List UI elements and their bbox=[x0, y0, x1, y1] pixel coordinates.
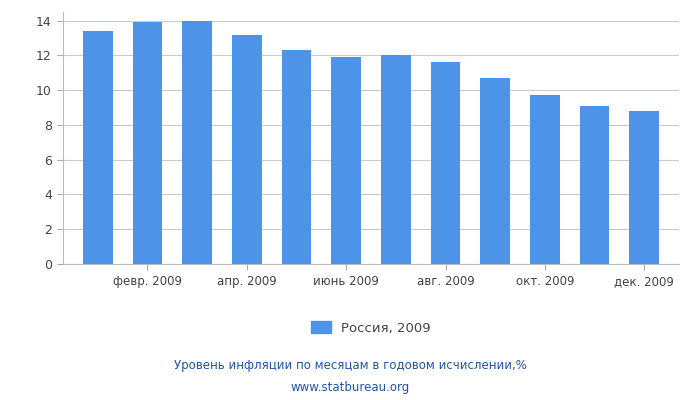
Bar bbox=[381, 56, 411, 264]
Bar bbox=[530, 96, 560, 264]
Text: www.statbureau.org: www.statbureau.org bbox=[290, 382, 410, 394]
Legend: Россия, 2009: Россия, 2009 bbox=[306, 316, 436, 340]
Bar bbox=[281, 50, 312, 264]
Bar bbox=[580, 106, 610, 264]
Bar bbox=[430, 62, 461, 264]
Bar bbox=[83, 31, 113, 264]
Bar bbox=[132, 22, 162, 264]
Bar bbox=[232, 34, 262, 264]
Bar bbox=[480, 78, 510, 264]
Bar bbox=[331, 57, 361, 264]
Bar bbox=[629, 111, 659, 264]
Text: Уровень инфляции по месяцам в годовом исчислении,%: Уровень инфляции по месяцам в годовом ис… bbox=[174, 360, 526, 372]
Bar bbox=[182, 21, 212, 264]
